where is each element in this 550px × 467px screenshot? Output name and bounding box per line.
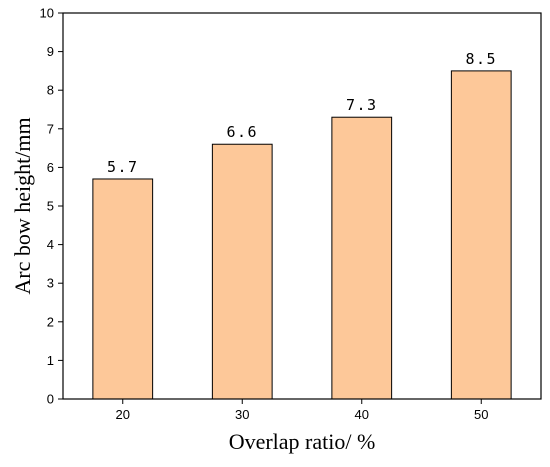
- data-label-40: 7.3: [346, 96, 378, 114]
- x-axis-ticks: 20 30 40 50: [116, 399, 488, 422]
- bar-20: [92, 178, 154, 400]
- data-labels-layer: 5.7 6.6 7.3 8.5: [107, 50, 497, 176]
- y-tick-label-6: 6: [47, 160, 54, 175]
- y-tick-label-2: 2: [47, 314, 54, 329]
- y-tick-label-1: 1: [47, 353, 54, 368]
- bar-50: [450, 70, 512, 400]
- y-tick-label-5: 5: [47, 199, 54, 214]
- x-tick-label-30: 30: [235, 407, 249, 422]
- data-label-20: 5.7: [107, 158, 139, 176]
- y-tick-label-8: 8: [47, 83, 54, 98]
- y-axis-ticks: 0 1 2 3 4 5 6 7 8 9 10: [40, 6, 63, 407]
- x-tick-label-50: 50: [474, 407, 488, 422]
- bars-layer: [92, 70, 512, 400]
- x-tick-label-20: 20: [116, 407, 130, 422]
- y-tick-label-4: 4: [47, 237, 54, 252]
- data-label-50: 8.5: [465, 50, 497, 68]
- x-axis-title: Overlap ratio/ %: [229, 429, 376, 454]
- y-tick-label-3: 3: [47, 276, 54, 291]
- y-tick-label-7: 7: [47, 121, 54, 136]
- y-axis-title: Arc bow height/mm: [10, 117, 35, 294]
- y-tick-label-10: 10: [40, 6, 54, 21]
- x-tick-label-40: 40: [355, 407, 369, 422]
- y-tick-label-0: 0: [47, 392, 54, 407]
- bar-40: [331, 116, 393, 400]
- y-tick-label-9: 9: [47, 44, 54, 59]
- bar-30: [211, 143, 273, 400]
- data-label-30: 6.6: [226, 123, 258, 141]
